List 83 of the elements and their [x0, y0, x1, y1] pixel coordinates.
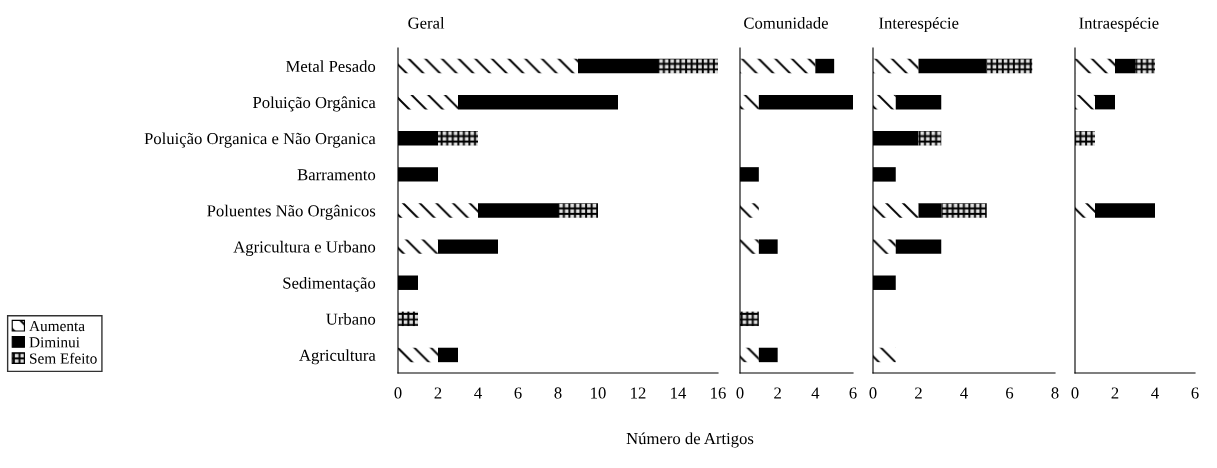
bar [1075, 94, 1095, 110]
bar [918, 58, 987, 74]
bar [758, 239, 778, 254]
x-tick-label: 8 [1051, 387, 1059, 399]
bar [578, 58, 658, 74]
bar [558, 203, 598, 218]
x-axis-title: Número de Artigos [626, 432, 754, 448]
bar [758, 94, 853, 110]
bar [740, 94, 759, 110]
x-tick-label: 0 [394, 387, 402, 399]
x-tick-label: 16 [711, 387, 726, 399]
bar [740, 58, 816, 74]
bar [873, 203, 919, 218]
bar [895, 239, 942, 254]
x-tick-label: 4 [811, 387, 820, 399]
bar [740, 239, 759, 254]
x-tick-label: 4 [1151, 387, 1159, 399]
y-tick-label: Metal Pesado [285, 60, 376, 72]
bar [1075, 131, 1095, 146]
chart-title: Comunidade [744, 16, 828, 29]
bar [398, 203, 478, 218]
bar [1095, 94, 1115, 110]
bar [438, 131, 478, 146]
x-tick-label: 2 [774, 387, 781, 399]
y-tick-label: Poluição Organica e Não Organica [144, 132, 376, 148]
bar [398, 311, 418, 327]
x-tick-label: 0 [1071, 387, 1079, 399]
y-tick-label: Poluição Orgânica [252, 96, 376, 112]
y-tick-label: Agricultura e Urbano [233, 240, 376, 256]
bar [873, 239, 896, 254]
x-tick-label: 0 [869, 387, 877, 399]
x-tick-label: 0 [736, 387, 744, 399]
x-tick-label: 6 [1191, 387, 1199, 399]
bar [398, 58, 578, 74]
bar [918, 131, 942, 146]
x-tick-label: 12 [631, 387, 646, 399]
bar [458, 94, 618, 110]
bar [658, 58, 718, 74]
bar [438, 239, 498, 254]
x-tick-label: 2 [1111, 387, 1119, 399]
bar [895, 94, 942, 110]
x-tick-label: 4 [474, 387, 482, 399]
y-tick-label: Barramento [297, 169, 376, 181]
x-tick-label: 2 [434, 387, 442, 399]
bar [1075, 58, 1115, 74]
bar [398, 239, 438, 254]
x-tick-label: 2 [915, 387, 922, 399]
x-tick-label: 6 [514, 387, 522, 399]
bar [986, 58, 1033, 74]
bar [740, 347, 759, 363]
bar [918, 203, 942, 218]
bar [873, 347, 896, 363]
legend-label: Aumenta [29, 320, 85, 332]
bar [873, 58, 919, 74]
chart-title: Geral [408, 16, 445, 29]
x-tick-label: 14 [671, 387, 687, 399]
x-tick-label: 10 [591, 387, 606, 399]
bar [1075, 203, 1095, 218]
x-tick-label: 6 [849, 387, 857, 399]
legend-label: Sem Efeito [30, 352, 97, 364]
y-tick-label: Poluentes Não Orgânicos [207, 204, 376, 220]
bar [1135, 58, 1155, 74]
y-tick-label: Agricultura [299, 349, 376, 365]
y-tick-label: Sedimentação [283, 276, 376, 293]
bar [941, 203, 987, 218]
chart-title: Interespécie [879, 16, 959, 33]
x-tick-label: 6 [1006, 387, 1014, 399]
bar [740, 311, 759, 327]
bar [398, 94, 458, 110]
bar [873, 94, 896, 110]
bar [438, 347, 458, 363]
legend-label: Diminui [29, 337, 80, 348]
x-tick-label: 4 [960, 387, 968, 399]
chart-title: Intraespécie [1079, 16, 1159, 33]
bar [758, 347, 778, 363]
bar [478, 203, 558, 218]
bar [1115, 58, 1135, 74]
bar [815, 58, 835, 74]
x-tick-label: 8 [554, 387, 562, 399]
bar [398, 347, 438, 363]
bar [1095, 203, 1155, 218]
bar [740, 203, 759, 218]
y-tick-label: Urbano [326, 313, 376, 325]
